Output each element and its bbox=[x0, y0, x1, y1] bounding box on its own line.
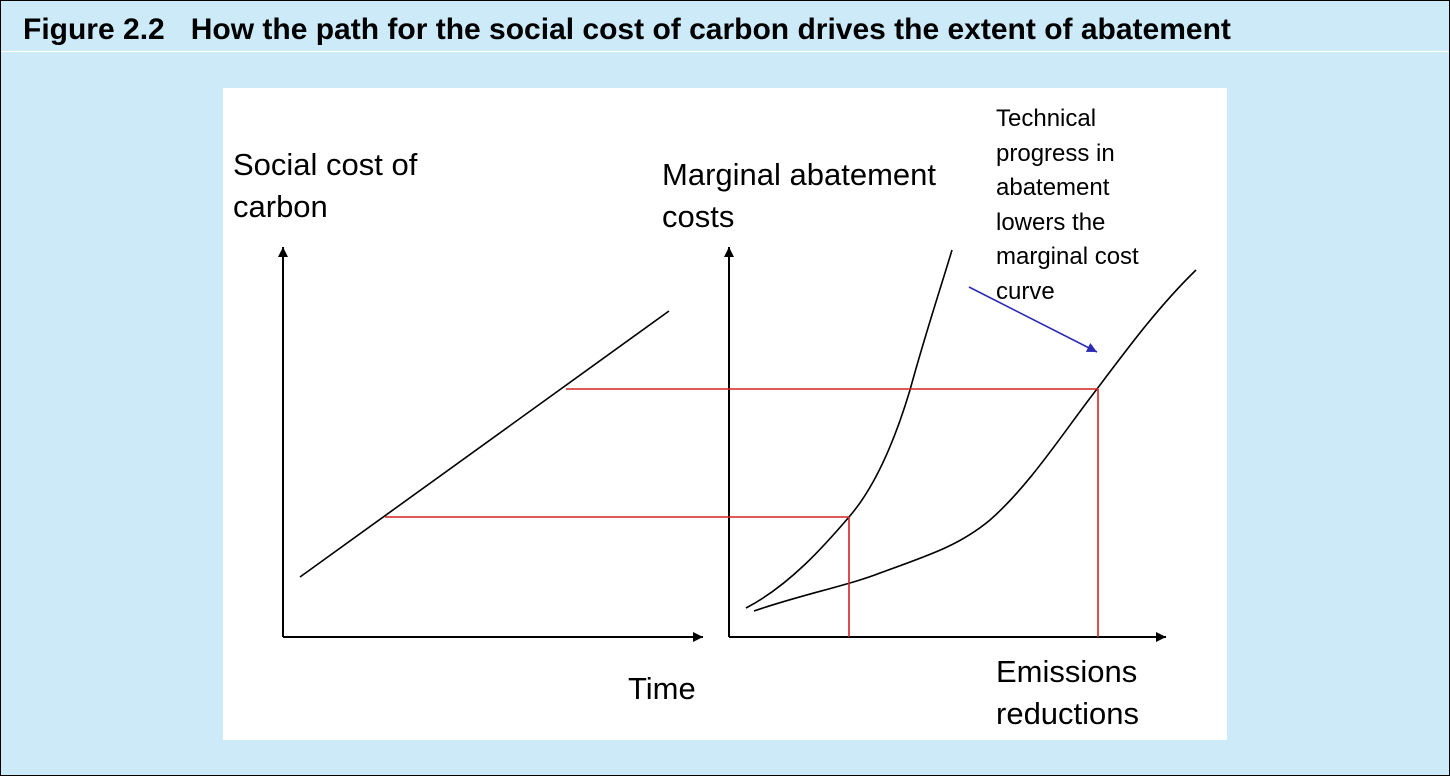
annotation-line-1: Technical bbox=[996, 105, 1097, 132]
figure-title: Figure 2.2 How the path for the social co… bbox=[23, 13, 1231, 47]
annotation-line-5: marginal cost bbox=[996, 243, 1139, 270]
figure-title-text: How the path for the social cost of carb… bbox=[190, 13, 1231, 46]
title-bar: Figure 2.2 How the path for the social co… bbox=[1, 1, 1449, 52]
annotation-line-4: lowers the bbox=[996, 208, 1106, 236]
figure-number: Figure 2.2 bbox=[23, 13, 165, 46]
annotation-line-3: abatement bbox=[996, 174, 1110, 201]
right-y-axis-label-line1: Marginal abatement bbox=[662, 157, 936, 192]
right-x-axis-label: Emissions reductions bbox=[996, 651, 1139, 735]
left-y-axis-label: Social cost of carbon bbox=[233, 144, 417, 228]
annotation-arrow bbox=[968, 286, 1098, 353]
left-x-axis-label: Time bbox=[628, 671, 696, 706]
right-x-axis-label-line1: Emissions bbox=[996, 654, 1138, 689]
right-y-axis-label: Marginal abatement costs bbox=[662, 154, 936, 238]
technical-progress-annotation: Technical progress in abatement lowers t… bbox=[996, 102, 1139, 309]
mac-curve-original bbox=[745, 249, 953, 609]
diagram-panel bbox=[223, 88, 1227, 740]
annotation-line-2: progress in bbox=[996, 139, 1115, 167]
mac-curve-lowered bbox=[753, 269, 1197, 612]
left-y-axis-label-line2: carbon bbox=[233, 189, 328, 224]
right-y-axis-label-line2: costs bbox=[662, 199, 735, 234]
left-y-axis-label-line1: Social cost of bbox=[233, 147, 418, 182]
right-x-axis-label-line2: reductions bbox=[996, 696, 1140, 731]
social-cost-line bbox=[299, 310, 670, 578]
annotation-line-6: curve bbox=[996, 277, 1055, 305]
